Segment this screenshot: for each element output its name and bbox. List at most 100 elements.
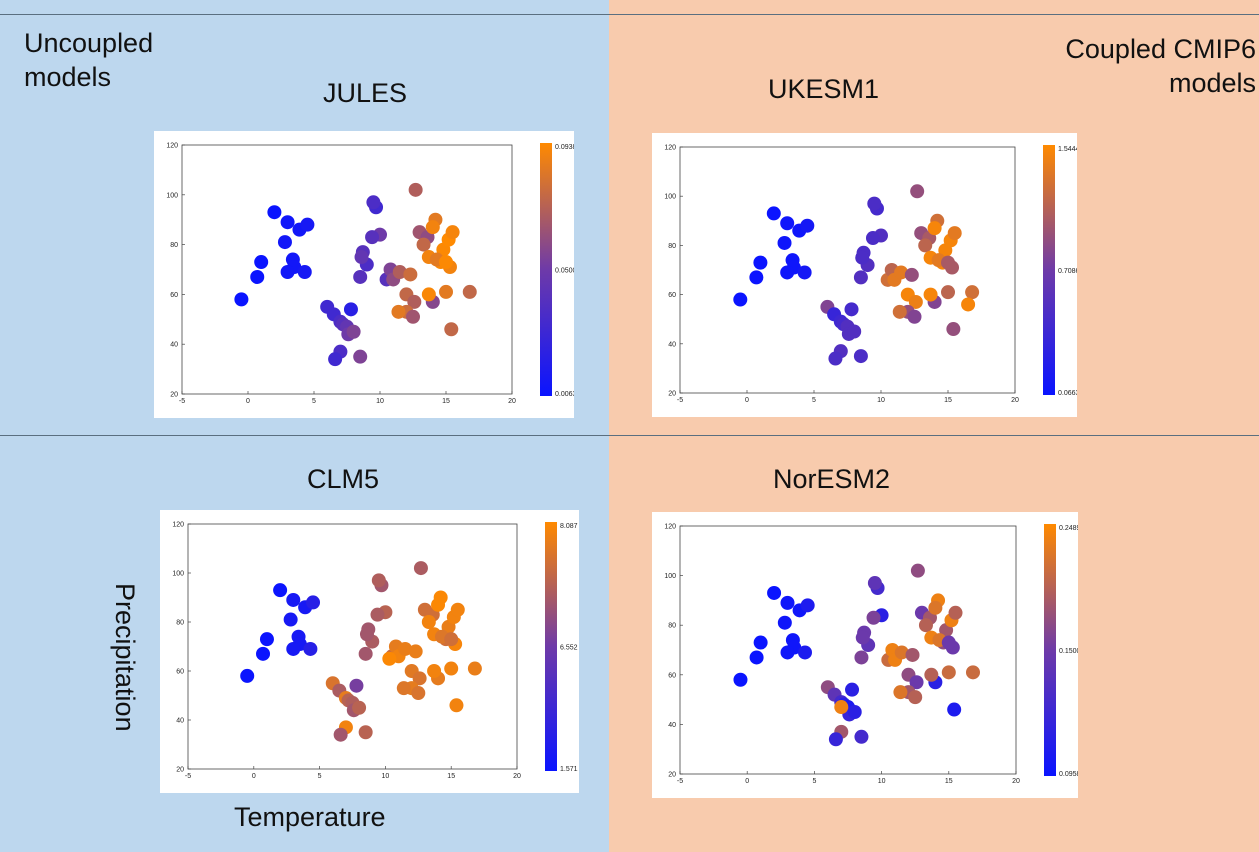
data-point [431,597,446,612]
data-point [408,644,423,659]
y-tick-label: 40 [176,718,184,725]
data-point [439,255,453,270]
data-point [941,285,955,300]
data-point [828,351,843,366]
data-point [946,322,961,337]
data-point [444,661,459,676]
data-point [923,287,938,302]
x-tick-label: 10 [877,397,885,404]
x-tick-label: 5 [312,398,316,405]
x-tick-label: 15 [944,397,952,404]
data-point [947,226,962,241]
data-point [370,607,385,622]
data-point [853,349,868,364]
data-point [346,324,361,339]
data-point [283,612,298,627]
colorbar [540,143,552,396]
data-point [918,238,933,253]
x-axis-label: Temperature [234,802,386,832]
y-tick-label: 120 [664,145,676,152]
data-point [425,220,440,235]
data-point [411,686,426,701]
data-point [421,615,436,629]
colorbar-label: 0.0958 [1059,771,1078,778]
data-point [392,264,407,279]
colorbar-label: 0.0938 [555,144,574,151]
data-point [909,675,924,690]
data-point [250,269,265,284]
data-point [948,605,963,620]
data-point [892,304,907,319]
data-point [349,678,364,693]
y-tick-label: 120 [166,143,178,150]
x-tick-label: 15 [945,778,953,785]
data-point [767,585,782,600]
data-point [286,592,301,607]
colorbar-label: 8.087 [560,523,578,530]
data-point [907,309,922,324]
data-point [371,573,386,588]
y-tick-label: 100 [172,571,184,578]
x-tick-label: 20 [1012,778,1020,785]
y-tick-label: 80 [668,243,676,250]
data-point [444,322,459,337]
data-point [267,205,282,220]
data-point [352,700,367,715]
y-tick-label: 20 [668,391,676,398]
colorbar-label: 0.0663 [1058,390,1077,397]
x-tick-label: 0 [745,397,749,404]
data-point [300,217,315,232]
data-point [358,725,373,740]
data-point [240,668,255,683]
data-point [865,231,880,246]
data-point [256,646,271,661]
data-point [366,195,381,210]
data-point [777,235,792,250]
data-point [797,265,812,280]
x-tick-label: 0 [246,398,250,405]
data-point [908,294,923,309]
data-point [947,702,962,717]
coupled-label: Coupled CMIP6 models [1065,34,1256,98]
y-tick-label: 20 [176,767,184,774]
data-point [910,563,925,578]
data-point [834,700,849,715]
data-point [343,302,358,317]
data-point [918,618,933,633]
data-point [297,264,312,279]
data-point [855,630,870,645]
data-point [353,349,368,364]
data-point [412,671,427,686]
data-point [444,632,459,647]
colorbar-label: 1.5444 [1058,146,1077,153]
data-point [449,698,464,713]
y-tick-label: 60 [176,669,184,676]
x-tick-label: 15 [447,773,455,780]
data-point [847,324,862,339]
scatter-plot-clm5: -5 0 5 10 15 20 20 40 60 80 100 120 1.571 6.552 8.087 [160,510,579,793]
data-point [391,304,406,319]
data-point [396,681,411,696]
data-point [844,302,859,317]
y-tick-label: 20 [170,392,178,399]
data-point [905,647,920,662]
data-point [353,269,368,284]
data-point [358,646,373,661]
data-point [908,690,923,705]
plot-frame [181,144,513,395]
y-tick-label: 40 [668,341,676,348]
data-point [359,627,374,642]
data-point [421,287,436,302]
data-point [867,196,882,211]
x-tick-label: 10 [382,773,390,780]
uncoupled-label: Uncoupled models [24,28,154,92]
y-tick-label: 60 [170,292,178,299]
y-tick-label: 100 [664,194,676,201]
panel-divider [0,435,1259,436]
colorbar-label: 0.7086 [1058,268,1077,275]
data-point [893,685,908,700]
plot-frame [679,525,1017,775]
data-point [254,255,269,270]
